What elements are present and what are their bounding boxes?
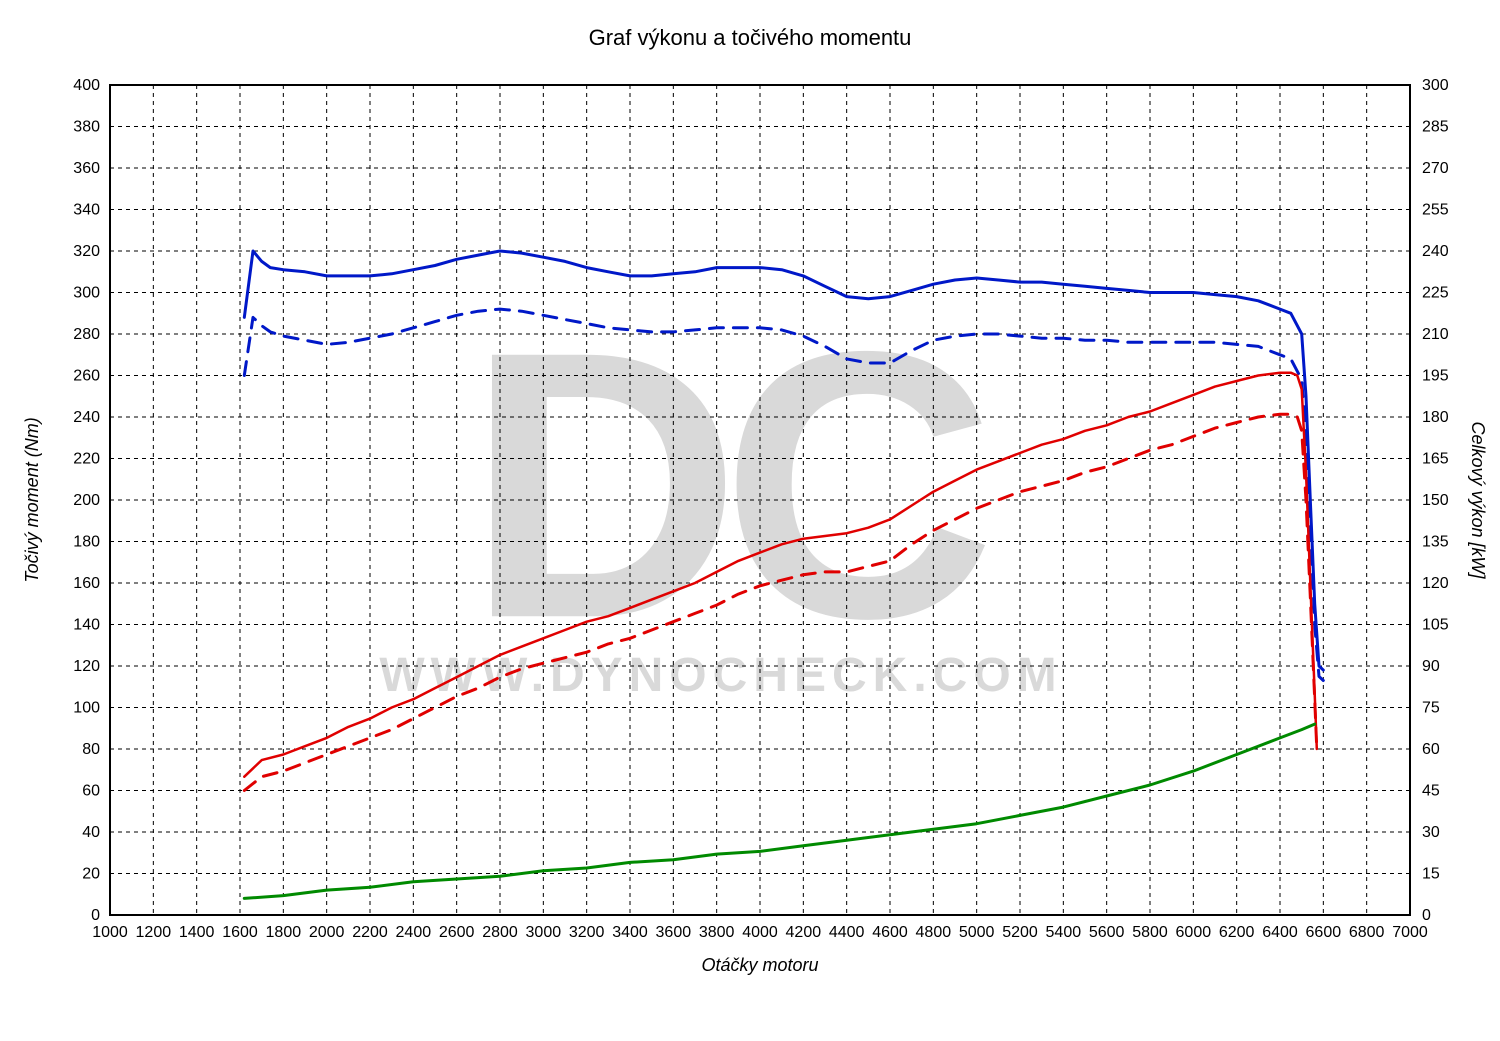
y-left-tick-label: 120 (73, 658, 100, 675)
y-left-tick-label: 100 (73, 700, 100, 717)
y-left-tick-label: 140 (73, 617, 100, 634)
x-tick-label: 3400 (612, 924, 648, 941)
y-right-axis-label: Celkový výkon [kW] (1468, 421, 1488, 579)
y-left-tick-label: 300 (73, 285, 100, 302)
x-tick-label: 6600 (1306, 924, 1342, 941)
x-tick-label: 2200 (352, 924, 388, 941)
y-left-tick-label: 180 (73, 534, 100, 551)
y-right-tick-label: 105 (1422, 617, 1449, 634)
y-left-tick-label: 160 (73, 575, 100, 592)
x-axis-label: Otáčky motoru (701, 955, 818, 975)
y-right-tick-label: 300 (1422, 77, 1449, 94)
y-left-tick-label: 20 (82, 866, 100, 883)
y-left-tick-label: 340 (73, 202, 100, 219)
x-tick-label: 7000 (1392, 924, 1428, 941)
x-tick-label: 1000 (92, 924, 128, 941)
y-left-axis-label: Točivý moment (Nm) (22, 417, 42, 582)
watermark-logo: DC (467, 272, 989, 697)
x-tick-label: 6400 (1262, 924, 1298, 941)
y-right-tick-label: 45 (1422, 783, 1440, 800)
y-left-tick-label: 220 (73, 451, 100, 468)
y-left-tick-label: 200 (73, 492, 100, 509)
x-tick-label: 2600 (439, 924, 475, 941)
y-right-tick-label: 135 (1422, 534, 1449, 551)
x-tick-label: 4200 (786, 924, 822, 941)
y-right-tick-label: 285 (1422, 119, 1449, 136)
x-tick-label: 6000 (1176, 924, 1212, 941)
x-tick-label: 5600 (1089, 924, 1125, 941)
chart-svg: DCWWW.DYNOCHECK.COM100012001400160018002… (0, 0, 1500, 1041)
y-left-tick-label: 40 (82, 824, 100, 841)
x-tick-label: 5400 (1046, 924, 1082, 941)
y-right-tick-label: 195 (1422, 368, 1449, 385)
chart-title: Graf výkonu a točivého momentu (589, 25, 912, 50)
y-left-tick-label: 0 (91, 907, 100, 924)
x-tick-label: 4000 (742, 924, 778, 941)
y-left-tick-label: 320 (73, 243, 100, 260)
y-left-tick-label: 280 (73, 326, 100, 343)
x-tick-label: 4400 (829, 924, 865, 941)
x-tick-label: 6200 (1219, 924, 1255, 941)
y-left-tick-label: 400 (73, 77, 100, 94)
x-tick-label: 4800 (916, 924, 952, 941)
y-right-tick-label: 150 (1422, 492, 1449, 509)
x-tick-label: 5000 (959, 924, 995, 941)
dyno-chart: DCWWW.DYNOCHECK.COM100012001400160018002… (0, 0, 1500, 1041)
x-tick-label: 2800 (482, 924, 518, 941)
y-left-tick-label: 360 (73, 160, 100, 177)
y-right-tick-label: 225 (1422, 285, 1449, 302)
x-tick-label: 3000 (526, 924, 562, 941)
y-right-tick-label: 120 (1422, 575, 1449, 592)
y-left-tick-label: 380 (73, 119, 100, 136)
x-tick-label: 5200 (1002, 924, 1038, 941)
y-right-tick-label: 90 (1422, 658, 1440, 675)
y-right-tick-label: 75 (1422, 700, 1440, 717)
y-left-tick-label: 80 (82, 741, 100, 758)
y-right-tick-label: 60 (1422, 741, 1440, 758)
grid (110, 85, 1410, 915)
y-right-tick-label: 165 (1422, 451, 1449, 468)
x-tick-label: 4600 (872, 924, 908, 941)
x-tick-label: 3600 (656, 924, 692, 941)
y-right-tick-label: 15 (1422, 866, 1440, 883)
y-right-tick-label: 210 (1422, 326, 1449, 343)
watermark-url: WWW.DYNOCHECK.COM (379, 649, 1062, 702)
x-tick-label: 6800 (1349, 924, 1385, 941)
y-left-tick-label: 240 (73, 409, 100, 426)
y-left-tick-label: 60 (82, 783, 100, 800)
x-tick-label: 2000 (309, 924, 345, 941)
x-tick-label: 1800 (266, 924, 302, 941)
y-right-tick-label: 255 (1422, 202, 1449, 219)
x-tick-label: 1200 (136, 924, 172, 941)
y-right-tick-label: 30 (1422, 824, 1440, 841)
y-left-tick-label: 260 (73, 368, 100, 385)
y-right-tick-label: 270 (1422, 160, 1449, 177)
x-tick-label: 5800 (1132, 924, 1168, 941)
y-right-tick-label: 180 (1422, 409, 1449, 426)
x-tick-label: 1400 (179, 924, 215, 941)
x-tick-label: 3800 (699, 924, 735, 941)
x-tick-label: 3200 (569, 924, 605, 941)
x-tick-label: 2400 (396, 924, 432, 941)
x-tick-label: 1600 (222, 924, 258, 941)
y-right-tick-label: 240 (1422, 243, 1449, 260)
y-right-tick-label: 0 (1422, 907, 1431, 924)
